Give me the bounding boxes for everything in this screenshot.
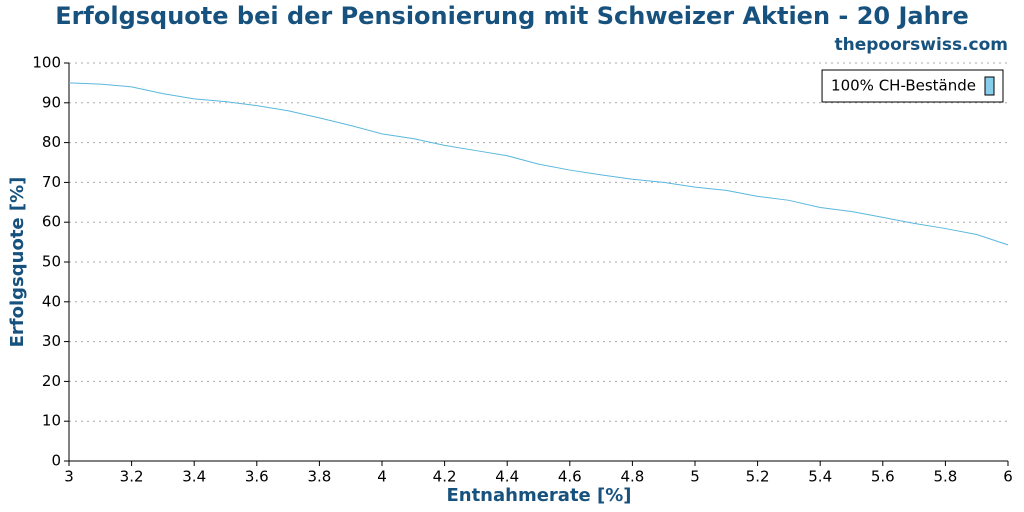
y-tick-label: 50 [42,253,61,271]
x-tick-label: 3.2 [120,468,144,486]
x-tick-label: 3.8 [307,468,331,486]
x-tick-label: 4.8 [620,468,644,486]
subtitle: thepoorswiss.com [835,35,1009,55]
y-tick-label: 60 [42,213,61,231]
x-tick-label: 5.4 [808,468,832,486]
y-axis-label: Erfolgsquote [%] [7,177,28,348]
x-axis-label: Entnahmerate [%] [446,485,631,506]
x-tick-label: 5.8 [933,468,957,486]
x-tick-label: 3.6 [245,468,269,486]
legend-label: 100% CH-Bestände [831,77,976,95]
x-tick-label: 5.6 [871,468,895,486]
x-tick-label: 4 [377,468,387,486]
y-tick-label: 20 [42,372,61,390]
x-tick-label: 5 [690,468,700,486]
x-tick-label: 4.4 [495,468,519,486]
y-tick-label: 0 [51,452,61,470]
x-tick-label: 3.4 [182,468,206,486]
y-tick-label: 100 [32,54,61,72]
x-tick-label: 4.2 [433,468,457,486]
x-tick-label: 5.2 [746,468,770,486]
y-tick-label: 70 [42,173,61,191]
y-tick-label: 40 [42,292,61,310]
data-line [68,82,1009,246]
y-tick-label: 10 [42,412,61,430]
y-tick-label: 90 [42,93,61,111]
chart-title: Erfolgsquote bei der Pensionierung mit S… [55,2,969,30]
y-tick-label: 30 [42,332,61,350]
y-tick-label: 80 [42,133,61,151]
legend-swatch [984,76,995,96]
x-tick-label: 6 [1003,468,1013,486]
x-tick-label: 3 [64,468,74,486]
x-tick-label: 4.6 [558,468,582,486]
legend-box [821,69,1004,103]
